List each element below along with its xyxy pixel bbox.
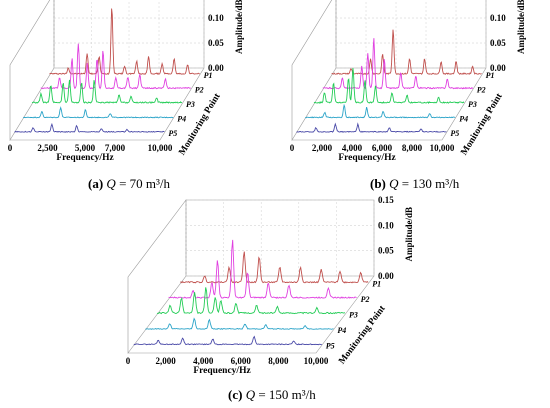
z-axis-label: Amplitude/dB xyxy=(516,0,526,54)
z-axis-label: Amplitude/dB xyxy=(234,0,244,54)
z-tick-label: 0.00 xyxy=(378,271,394,281)
series-label-p5: P5 xyxy=(326,341,335,350)
series-line-p5 xyxy=(133,335,322,346)
series-line-p3 xyxy=(156,287,346,315)
series-label-p5: P5 xyxy=(168,129,177,138)
series-label-p3: P3 xyxy=(349,311,358,320)
series-label-p1: P1 xyxy=(372,280,381,289)
series-line-p5 xyxy=(296,122,447,133)
z-tick-label: 0.10 xyxy=(208,13,224,23)
x-tick-label: 6,000 xyxy=(231,356,252,366)
x-axis-label: Frequency/Hz xyxy=(56,153,114,163)
left-wall xyxy=(291,0,337,142)
x-tick-label: 0 xyxy=(290,143,295,153)
back-wall xyxy=(185,199,375,277)
x-axis-label: Frequency/Hz xyxy=(338,153,396,163)
series-label-p1: P1 xyxy=(486,71,495,80)
series-label-p2: P2 xyxy=(361,295,370,304)
caption-c: (c) Q = 150 m³/h xyxy=(228,387,316,402)
z-tick-label: 0.00 xyxy=(208,63,224,73)
series-label-p4: P4 xyxy=(177,114,186,123)
series-label-p4: P4 xyxy=(337,326,346,335)
x-tick-label: 4,000 xyxy=(193,356,214,366)
z-axis-label: Amplitude/dB xyxy=(404,207,414,262)
series-line-p3 xyxy=(31,79,183,104)
series-line-p1 xyxy=(331,29,482,76)
x-tick-label: 0 xyxy=(126,356,131,366)
z-tick-label: 0.10 xyxy=(490,13,506,23)
z-tick-label: 0.05 xyxy=(378,246,394,256)
series-line-p4 xyxy=(22,106,174,119)
left-wall xyxy=(9,0,55,142)
x-tick-label: 5,000 xyxy=(75,143,96,153)
series-line-p4 xyxy=(305,103,456,119)
x-tick-label: 0 xyxy=(8,143,13,153)
series-label-p4: P4 xyxy=(459,114,468,123)
y-axis-label: Monitoring Point xyxy=(177,91,223,157)
series-line-p1 xyxy=(49,8,200,76)
caption-b: (b) Q = 130 m³/h xyxy=(370,176,460,191)
series-label-p2: P2 xyxy=(477,86,486,95)
series-line-p2 xyxy=(40,43,192,90)
series-line-p3 xyxy=(313,68,465,104)
z-tick-label: 0.00 xyxy=(490,63,506,73)
x-tick-label: 4,000 xyxy=(342,143,363,153)
z-tick-label: 0.15 xyxy=(378,195,394,205)
series-label-p3: P3 xyxy=(186,100,195,109)
x-tick-label: 10,000 xyxy=(148,143,173,153)
caption-a: (a) Q = 70 m³/h xyxy=(88,176,171,191)
series-label-p5: P5 xyxy=(450,129,459,138)
series-label-p1: P1 xyxy=(204,71,213,80)
x-tick-label: 10,000 xyxy=(430,143,455,153)
x-tick-label: 8,000 xyxy=(402,143,423,153)
x-tick-label: 2,000 xyxy=(155,356,176,366)
x-tick-label: 2,500 xyxy=(37,143,58,153)
z-tick-label: 0.05 xyxy=(490,38,506,48)
z-tick-label: 0.10 xyxy=(378,220,394,230)
series-line-p2 xyxy=(168,239,357,299)
series-label-p3: P3 xyxy=(468,100,477,109)
series-line-p4 xyxy=(145,317,334,330)
floor-edge xyxy=(292,67,487,141)
series-line-p2 xyxy=(322,38,474,90)
x-tick-label: 8,000 xyxy=(268,356,289,366)
left-wall xyxy=(127,199,187,354)
x-tick-label: 6,000 xyxy=(372,143,393,153)
x-tick-label: 7,000 xyxy=(105,143,126,153)
series-line-p5 xyxy=(14,122,165,133)
floor-edge xyxy=(10,67,205,141)
x-tick-label: 2,000 xyxy=(312,143,333,153)
z-tick-label: 0.05 xyxy=(208,38,224,48)
back-wall xyxy=(335,0,487,69)
floor-edge xyxy=(128,275,375,354)
x-axis-label: Frequency/Hz xyxy=(193,366,251,376)
series-line-p1 xyxy=(180,251,369,284)
series-label-p2: P2 xyxy=(195,86,204,95)
y-axis-label: Monitoring Point xyxy=(459,91,505,157)
x-tick-label: 10,000 xyxy=(304,356,329,366)
